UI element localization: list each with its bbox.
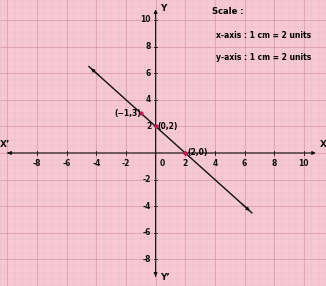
Text: (0,2): (0,2)	[158, 122, 178, 131]
Text: y-axis : 1 cm = 2 units: y-axis : 1 cm = 2 units	[216, 53, 312, 62]
Text: 10: 10	[141, 15, 151, 25]
Text: -8: -8	[143, 255, 151, 264]
Text: 8: 8	[146, 42, 151, 51]
Text: -8: -8	[33, 159, 41, 168]
Text: Y’: Y’	[160, 273, 170, 282]
Text: 10: 10	[299, 159, 309, 168]
Text: 8: 8	[272, 159, 277, 168]
Text: 6: 6	[146, 69, 151, 78]
Text: (2,0): (2,0)	[187, 148, 208, 158]
Text: 4: 4	[146, 95, 151, 104]
Text: 2: 2	[146, 122, 151, 131]
Text: (−1,3): (−1,3)	[114, 109, 141, 118]
Text: -2: -2	[143, 175, 151, 184]
Text: 4: 4	[212, 159, 217, 168]
Text: -6: -6	[63, 159, 71, 168]
Text: 2: 2	[183, 159, 188, 168]
Text: X: X	[320, 140, 326, 149]
Text: -4: -4	[143, 202, 151, 211]
Text: Scale :: Scale :	[212, 7, 244, 16]
Text: x-axis : 1 cm = 2 units: x-axis : 1 cm = 2 units	[216, 31, 311, 39]
Text: Y: Y	[160, 4, 166, 13]
Text: -2: -2	[122, 159, 130, 168]
Text: -4: -4	[92, 159, 100, 168]
Text: -6: -6	[143, 228, 151, 237]
Text: X’: X’	[0, 140, 10, 149]
Text: 0: 0	[159, 159, 165, 168]
Text: 6: 6	[242, 159, 247, 168]
